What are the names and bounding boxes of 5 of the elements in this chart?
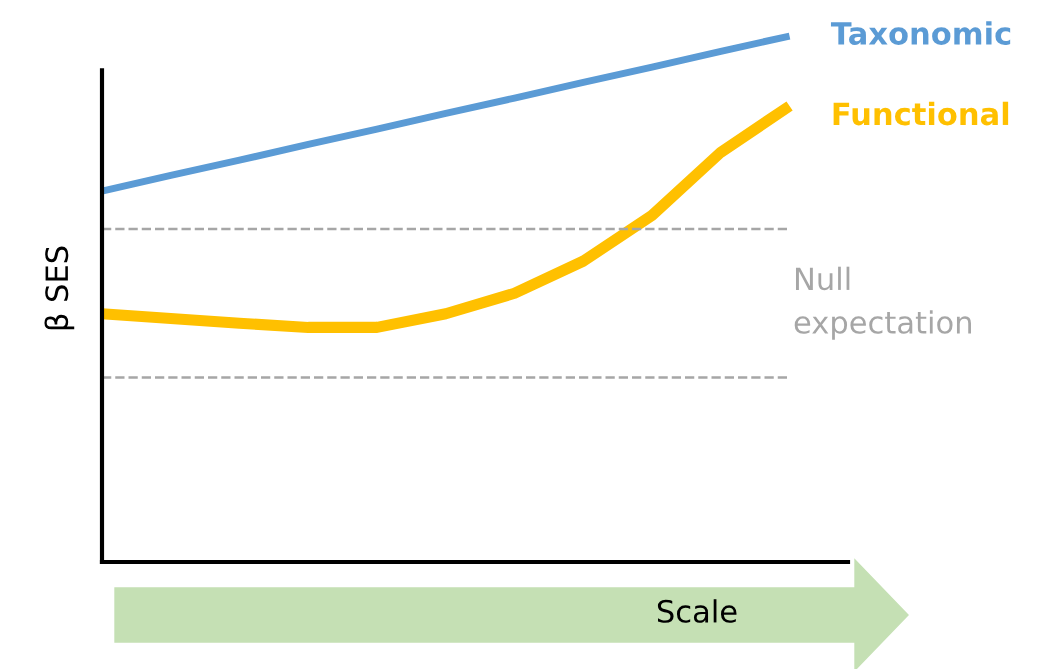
series-label: Taxonomic [830, 21, 1011, 45]
text: Null expectation [794, 266, 971, 340]
y-axis-title: β SES [44, 246, 75, 330]
series-label: Functional [833, 101, 1009, 126]
x-axis-title: Scale [657, 599, 737, 623]
